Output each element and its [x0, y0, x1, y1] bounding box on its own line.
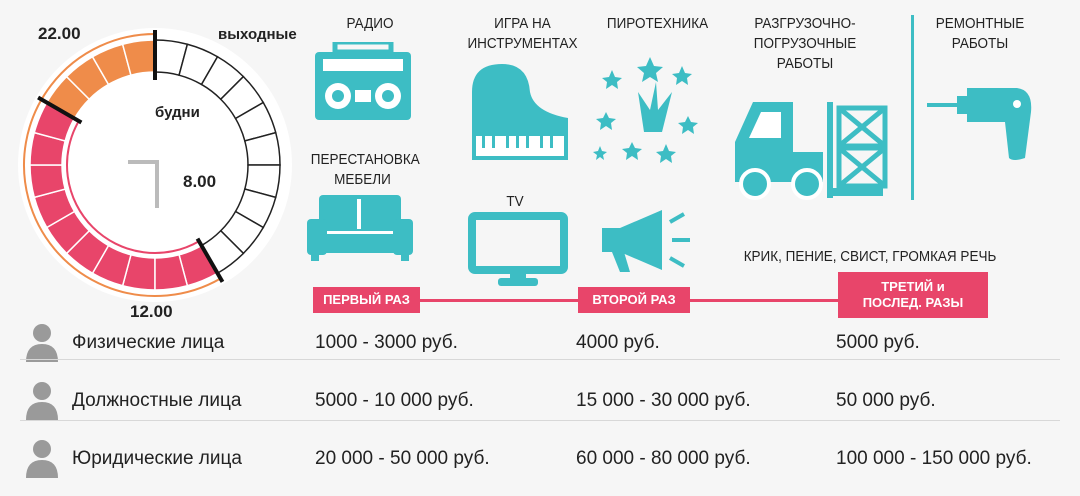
fine-row: Должностные лица 5000 - 10 000 руб. 15 0… [20, 380, 1060, 438]
time-label-12: 12.00 [130, 302, 173, 321]
hour-segment [154, 253, 189, 291]
fireworks-icon [593, 57, 698, 163]
time-marker [37, 95, 83, 125]
repair-label: РЕМОНТНЫЕ РАБОТЫ [935, 15, 1025, 52]
fine-second: 15 000 - 30 000 руб. [576, 390, 751, 411]
piano-label: ИГРА НА ИНСТРУМЕНТАХ [467, 15, 578, 52]
clock-hands [128, 160, 159, 208]
radio-label: РАДИО [346, 15, 394, 32]
fine-first: 20 000 - 50 000 руб. [315, 448, 490, 469]
fine-second: 60 000 - 80 000 руб. [576, 448, 751, 469]
piano-icon [472, 64, 568, 160]
loading-label: РАЗГРУЗОЧНО-ПОГРУЗОЧНЫЕ РАБОТЫ [753, 15, 857, 72]
shouting-label: КРИК, ПЕНИЕ, СВИСТ, ГРОМКАЯ РЕЧЬ [743, 248, 997, 265]
badge-third: ТРЕТИЙ и ПОСЛЕД. РАЗЫ [838, 272, 988, 318]
clock-dial [18, 28, 292, 302]
fine-second: 4000 руб. [576, 332, 660, 353]
time-marker [195, 237, 225, 283]
divider [911, 15, 914, 200]
person-icon [26, 324, 58, 362]
weekend-arc [23, 33, 221, 297]
drill-icon [927, 88, 1032, 160]
radio-icon [315, 42, 411, 120]
tv-label: TV [506, 193, 524, 210]
row-divider [20, 359, 1060, 360]
time-label-22: 22.00 [38, 24, 81, 43]
weekday-label: будни [155, 104, 200, 121]
sofa-icon [307, 195, 413, 261]
fine-third: 100 000 - 150 000 руб. [836, 448, 1032, 469]
row-divider [20, 420, 1060, 421]
person-type: Должностные лица [72, 390, 242, 411]
person-type: Физические лица [72, 332, 225, 353]
person-icon [26, 440, 58, 478]
weekday-arc [66, 120, 200, 254]
forklift-icon [735, 102, 888, 200]
megaphone-icon [602, 210, 690, 272]
fine-row: Физические лица 1000 - 3000 руб. 4000 ру… [20, 322, 1060, 380]
time-label-8: 8.00 [183, 172, 217, 191]
person-type: Юридические лица [72, 448, 242, 469]
fine-third: 50 000 руб. [836, 390, 936, 411]
fireworks-label: ПИРОТЕХНИКА [606, 15, 709, 32]
fine-first: 1000 - 3000 руб. [315, 332, 458, 353]
weekend-label: выходные [218, 26, 297, 43]
furniture-label: ПЕРЕСТАНОВКА МЕБЕЛИ [310, 151, 420, 188]
fine-first: 5000 - 10 000 руб. [315, 390, 474, 411]
fine-row: Юридические лица 20 000 - 50 000 руб. 60… [20, 438, 1060, 496]
fine-third: 5000 руб. [836, 332, 920, 353]
badge-second: ВТОРОЙ РАЗ [578, 287, 690, 313]
badge-first: ПЕРВЫЙ РАЗ [313, 287, 420, 313]
tv-icon [468, 212, 568, 286]
person-icon [26, 382, 58, 420]
